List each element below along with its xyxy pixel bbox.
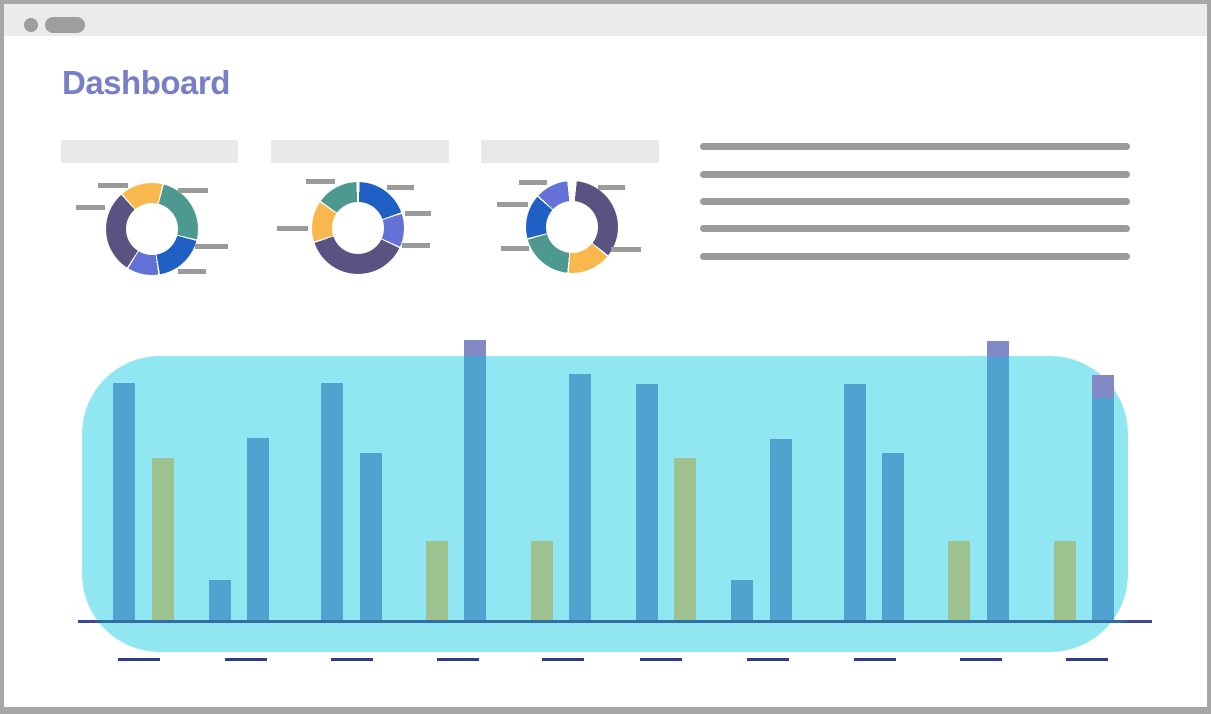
text-line-placeholder xyxy=(700,143,1130,150)
card-title-placeholder xyxy=(61,140,238,163)
label-dash xyxy=(405,211,431,216)
tick-mark xyxy=(225,658,267,661)
window-control-pill-button[interactable] xyxy=(45,17,85,33)
donut-chart-1 xyxy=(106,183,198,275)
bar xyxy=(636,384,658,620)
label-dash xyxy=(501,246,529,251)
page-title: Dashboard xyxy=(62,64,230,101)
highlight-overlay xyxy=(82,356,1128,652)
bar xyxy=(569,374,591,620)
label-dash xyxy=(598,185,625,190)
label-dash xyxy=(178,188,208,193)
bar xyxy=(948,541,970,620)
donut-hole xyxy=(126,203,178,255)
label-dash xyxy=(402,243,430,248)
bar xyxy=(731,580,753,620)
label-dash xyxy=(306,179,335,184)
donut-hole xyxy=(332,202,384,254)
bar xyxy=(674,458,696,620)
tick-mark xyxy=(960,658,1002,661)
card-title-placeholder xyxy=(481,140,659,163)
tick-mark xyxy=(331,658,373,661)
bar xyxy=(360,453,382,620)
tick-mark xyxy=(747,658,789,661)
label-dash xyxy=(178,269,206,274)
bar xyxy=(531,541,553,620)
tick-mark xyxy=(854,658,896,661)
label-dash xyxy=(611,247,641,252)
bar xyxy=(1054,541,1076,620)
bar xyxy=(321,383,343,620)
donut-chart-2 xyxy=(312,182,404,274)
bar xyxy=(770,439,792,620)
bar xyxy=(247,438,269,620)
card-title-placeholder xyxy=(271,140,449,163)
label-dash xyxy=(277,226,308,231)
text-line-placeholder xyxy=(700,253,1130,260)
label-dash xyxy=(195,244,228,249)
donut-hole xyxy=(546,201,598,253)
text-line-placeholder xyxy=(700,171,1130,178)
bar-cap xyxy=(464,340,486,356)
bar xyxy=(1092,375,1114,620)
window-titlebar xyxy=(4,4,1207,36)
label-dash xyxy=(497,202,528,207)
label-dash xyxy=(387,185,414,190)
bar xyxy=(882,453,904,620)
tick-mark xyxy=(542,658,584,661)
bar xyxy=(464,340,486,620)
tick-mark xyxy=(1066,658,1108,661)
bar xyxy=(152,458,174,620)
bar xyxy=(209,580,231,620)
bar xyxy=(987,341,1009,620)
bar xyxy=(113,383,135,620)
label-dash xyxy=(519,180,547,185)
bar-cap xyxy=(987,341,1009,357)
bar xyxy=(844,384,866,620)
donut-chart-3 xyxy=(526,181,618,273)
bar-cap xyxy=(1092,375,1114,398)
tick-mark xyxy=(437,658,479,661)
window-control-dot-button[interactable] xyxy=(24,18,38,32)
label-dash xyxy=(76,205,105,210)
tick-mark xyxy=(118,658,160,661)
axis-line xyxy=(78,620,1152,623)
label-dash xyxy=(98,183,128,188)
text-line-placeholder xyxy=(700,198,1130,205)
tick-mark xyxy=(640,658,682,661)
text-line-placeholder xyxy=(700,225,1130,232)
bar xyxy=(426,541,448,620)
